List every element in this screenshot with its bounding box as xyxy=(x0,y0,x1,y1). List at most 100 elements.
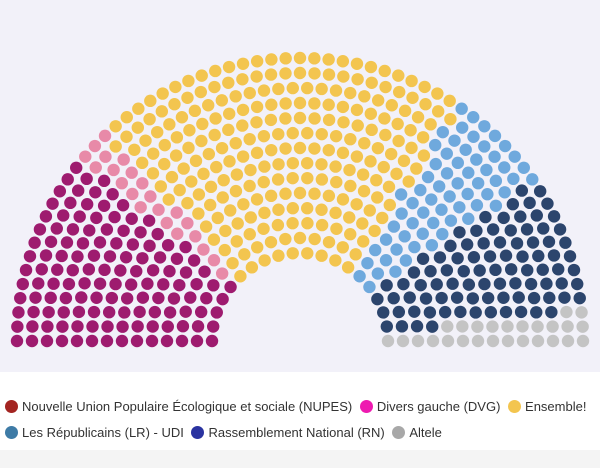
seat-dot-party-6[interactable] xyxy=(575,306,588,319)
seat-dot-party-3[interactable] xyxy=(204,180,218,194)
seat-dot-party-1[interactable] xyxy=(143,239,156,253)
seat-dot-party-3[interactable] xyxy=(204,198,217,212)
seat-dot-party-3[interactable] xyxy=(385,99,398,112)
seat-dot-party-1[interactable] xyxy=(64,196,77,210)
seat-dot-party-3[interactable] xyxy=(393,85,406,99)
seat-dot-party-5[interactable] xyxy=(516,250,529,263)
seat-dot-party-3[interactable] xyxy=(365,76,378,89)
seat-dot-party-3[interactable] xyxy=(215,141,229,155)
seat-dot-party-5[interactable] xyxy=(520,223,534,236)
seat-dot-party-3[interactable] xyxy=(308,97,321,110)
seat-dot-party-1[interactable] xyxy=(179,240,192,254)
seat-dot-party-3[interactable] xyxy=(357,235,370,248)
seat-dot-party-6[interactable] xyxy=(516,320,529,333)
seat-dot-party-4[interactable] xyxy=(488,129,502,143)
seat-dot-party-3[interactable] xyxy=(383,198,396,212)
seat-dot-party-1[interactable] xyxy=(106,188,119,201)
seat-dot-party-5[interactable] xyxy=(514,210,527,223)
seat-dot-party-1[interactable] xyxy=(66,263,79,277)
seat-dot-party-3[interactable] xyxy=(358,90,371,103)
seat-dot-party-6[interactable] xyxy=(576,320,589,333)
seat-dot-party-2[interactable] xyxy=(144,190,157,203)
seat-dot-party-3[interactable] xyxy=(222,107,236,120)
seat-dot-party-1[interactable] xyxy=(173,278,186,292)
seat-dot-party-3[interactable] xyxy=(315,158,328,171)
seat-dot-party-3[interactable] xyxy=(322,143,335,157)
seat-dot-party-3[interactable] xyxy=(209,64,222,78)
seat-dot-party-4[interactable] xyxy=(459,143,472,156)
seat-dot-party-3[interactable] xyxy=(237,198,250,211)
seat-dot-party-5[interactable] xyxy=(504,263,518,276)
seat-dot-party-2[interactable] xyxy=(107,163,120,177)
seat-dot-party-4[interactable] xyxy=(416,227,429,240)
seat-dot-party-5[interactable] xyxy=(440,264,454,277)
seat-dot-party-1[interactable] xyxy=(33,223,47,236)
seat-dot-party-4[interactable] xyxy=(394,188,408,201)
seat-dot-party-5[interactable] xyxy=(446,277,459,290)
seat-dot-party-5[interactable] xyxy=(530,209,543,222)
seat-dot-party-3[interactable] xyxy=(155,105,169,118)
seat-dot-party-5[interactable] xyxy=(377,306,390,319)
seat-dot-party-1[interactable] xyxy=(98,263,111,277)
seat-dot-party-2[interactable] xyxy=(89,161,102,174)
seat-dot-party-4[interactable] xyxy=(507,172,520,186)
seat-dot-party-1[interactable] xyxy=(71,250,84,263)
seat-dot-party-4[interactable] xyxy=(451,177,464,190)
seat-dot-party-3[interactable] xyxy=(189,154,203,168)
seat-dot-party-3[interactable] xyxy=(250,55,264,68)
seat-dot-party-1[interactable] xyxy=(103,250,117,263)
seat-dot-party-1[interactable] xyxy=(184,291,197,304)
seat-dot-party-4[interactable] xyxy=(425,193,438,206)
seat-dot-party-3[interactable] xyxy=(169,149,183,162)
seat-dot-party-3[interactable] xyxy=(329,206,342,220)
seat-dot-party-3[interactable] xyxy=(279,112,292,125)
seat-dot-party-2[interactable] xyxy=(136,177,149,190)
seat-dot-party-5[interactable] xyxy=(563,250,577,263)
seat-dot-party-4[interactable] xyxy=(427,216,440,230)
seat-dot-party-5[interactable] xyxy=(371,292,384,306)
seat-dot-party-3[interactable] xyxy=(243,228,256,241)
seat-dot-party-1[interactable] xyxy=(87,305,101,319)
seat-dot-party-3[interactable] xyxy=(244,163,257,177)
seat-dot-party-6[interactable] xyxy=(516,334,530,348)
seat-dot-party-3[interactable] xyxy=(245,261,259,274)
seat-dot-party-3[interactable] xyxy=(336,146,350,160)
seat-dot-party-4[interactable] xyxy=(421,170,435,184)
seat-dot-party-1[interactable] xyxy=(14,291,27,305)
seat-dot-party-3[interactable] xyxy=(343,163,356,177)
seat-dot-party-3[interactable] xyxy=(418,80,431,94)
seat-dot-party-5[interactable] xyxy=(457,265,470,278)
seat-dot-party-1[interactable] xyxy=(118,306,131,319)
seat-dot-party-3[interactable] xyxy=(315,82,328,96)
seat-dot-party-4[interactable] xyxy=(451,156,465,170)
seat-dot-party-3[interactable] xyxy=(279,232,292,246)
seat-dot-party-3[interactable] xyxy=(370,173,383,187)
seat-dot-party-5[interactable] xyxy=(470,224,483,237)
seat-dot-party-3[interactable] xyxy=(308,187,321,200)
seat-dot-party-1[interactable] xyxy=(86,320,99,333)
seat-dot-party-1[interactable] xyxy=(163,265,176,278)
seat-dot-party-3[interactable] xyxy=(236,103,250,117)
seat-dot-party-3[interactable] xyxy=(336,55,350,68)
seat-dot-party-1[interactable] xyxy=(152,291,165,305)
seat-dot-party-4[interactable] xyxy=(467,111,480,124)
seat-dot-party-1[interactable] xyxy=(145,334,159,348)
seat-dot-party-1[interactable] xyxy=(71,184,85,197)
seat-dot-party-1[interactable] xyxy=(148,305,162,319)
seat-dot-party-3[interactable] xyxy=(279,52,292,65)
seat-dot-party-3[interactable] xyxy=(344,132,357,146)
seat-dot-party-3[interactable] xyxy=(154,180,168,193)
seat-dot-party-4[interactable] xyxy=(436,125,449,139)
seat-dot-party-3[interactable] xyxy=(207,233,221,246)
seat-dot-party-5[interactable] xyxy=(545,305,558,319)
seat-dot-party-5[interactable] xyxy=(567,263,581,277)
seat-dot-party-3[interactable] xyxy=(236,150,250,163)
seat-dot-party-4[interactable] xyxy=(471,176,485,190)
seat-dot-party-3[interactable] xyxy=(195,69,208,82)
seat-dot-party-3[interactable] xyxy=(301,217,314,230)
seat-dot-party-3[interactable] xyxy=(351,73,364,86)
seat-dot-party-3[interactable] xyxy=(226,256,239,270)
seat-dot-party-5[interactable] xyxy=(515,184,529,197)
seat-dot-party-3[interactable] xyxy=(308,67,321,80)
seat-dot-party-3[interactable] xyxy=(301,171,314,185)
